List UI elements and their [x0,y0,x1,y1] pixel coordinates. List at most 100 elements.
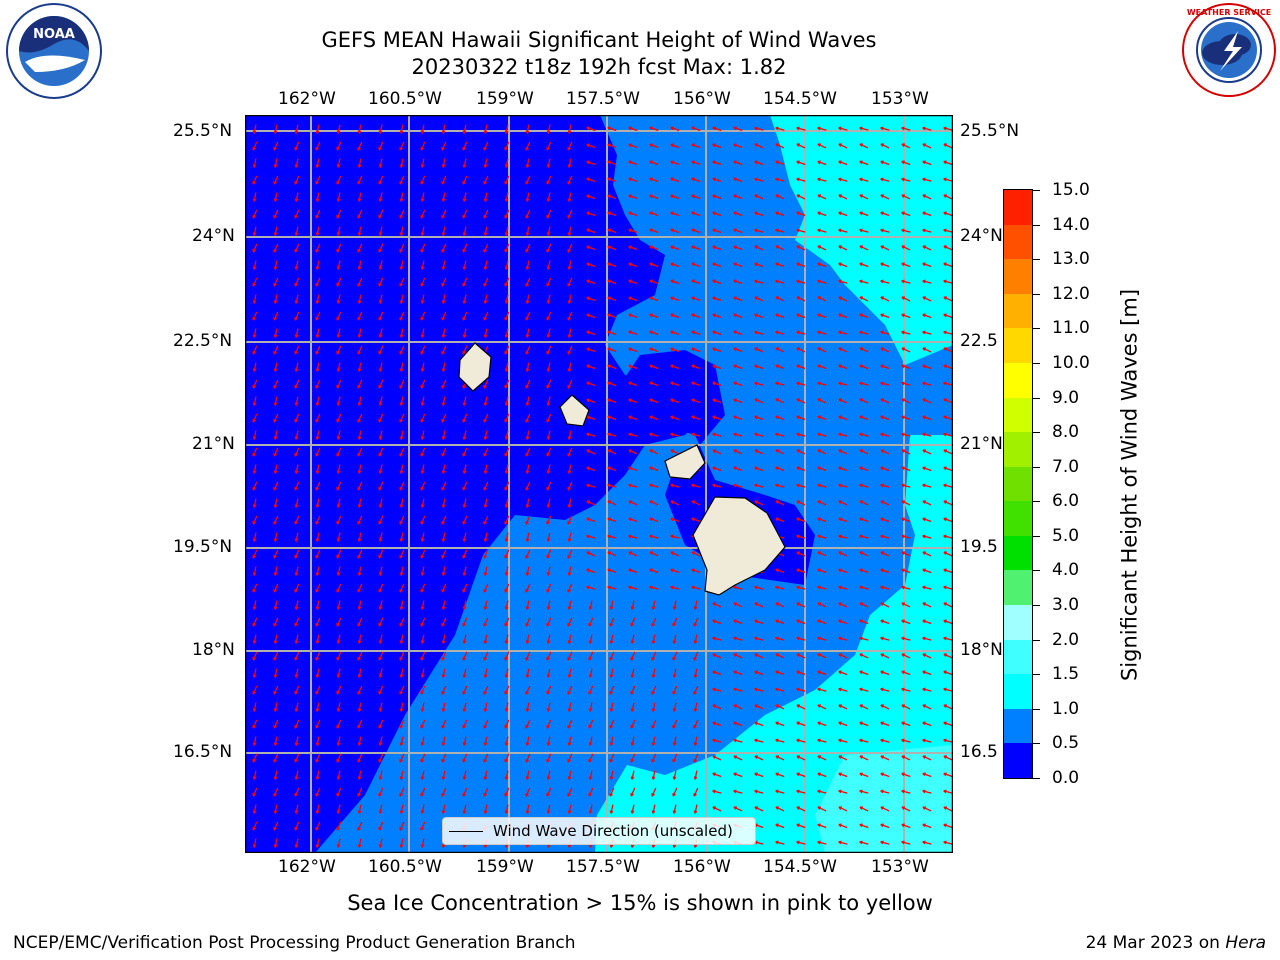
wave-direction-arrowhead [901,160,905,165]
wave-direction-arrow [796,484,806,488]
wave-direction-arrow [463,158,467,168]
wave-direction-arrow [294,447,300,457]
wave-direction-arrowhead [441,691,445,695]
wave-direction-arrowhead [691,517,695,522]
wave-direction-arrow [838,739,848,743]
wave-direction-arrow [463,124,467,134]
wave-direction-arrow [838,602,848,608]
wave-direction-arrow [463,226,467,236]
wave-direction-arrow [817,364,827,370]
wave-direction-arrow [504,515,510,525]
wave-direction-arrow [400,600,404,610]
wave-direction-arrowhead [922,415,926,420]
wave-direction-arrow [775,586,785,590]
wave-direction-arrow [568,668,572,678]
wave-direction-arrow [901,313,911,319]
wave-direction-arrowhead [357,504,362,508]
wave-direction-arrow [586,449,596,455]
wave-direction-arrowhead [504,691,508,695]
wave-direction-arrow [400,498,404,508]
wave-direction-arrow [754,178,764,182]
wave-direction-arrow [358,770,362,780]
wave-direction-arrowhead [420,742,425,746]
wave-direction-arrowhead [712,789,716,794]
wave-direction-arrow [607,296,617,302]
wave-direction-arrow [628,347,638,353]
wave-direction-arrow [336,345,342,355]
wave-direction-arrowhead [651,776,656,780]
wave-direction-arrow [586,347,596,353]
wave-direction-arrow [880,823,890,829]
wave-direction-arrowhead [775,279,779,284]
wave-direction-arrow [357,685,363,695]
wave-direction-arrowhead [378,708,383,712]
wave-direction-arrow [754,211,764,217]
wave-direction-arrow [607,398,617,404]
wave-direction-arrow [649,313,659,319]
wave-direction-arrowhead [586,381,590,386]
wave-direction-arrow [294,141,300,151]
wave-direction-arrow [483,243,489,253]
wave-direction-arrow [441,141,447,151]
wave-direction-arrowhead [817,330,821,335]
wave-direction-arrowhead [462,232,467,236]
wave-direction-arrow [922,398,932,404]
wave-direction-arrow [378,515,384,525]
wave-direction-arrowhead [880,704,884,708]
wave-direction-arrowhead [504,708,509,712]
wave-direction-arrowhead [525,436,530,440]
wave-direction-arrow [505,260,509,270]
wave-direction-arrow [273,481,279,491]
wave-direction-arrowhead [817,500,821,504]
wave-direction-arrowhead [901,500,905,504]
wave-direction-arrowhead [483,436,488,440]
wave-direction-arrowhead [441,419,445,423]
wave-direction-arrowhead [420,130,425,134]
wave-direction-arrow [315,311,321,321]
wave-direction-arrowhead [483,215,487,219]
wave-direction-arrowhead [483,657,487,661]
wave-direction-arrowhead [504,793,508,797]
wave-direction-arrow [691,194,701,200]
wave-direction-arrow [586,160,596,166]
wave-direction-arrowhead [399,436,404,440]
wave-direction-arrowhead [922,245,926,249]
wave-direction-arrowhead [567,470,572,474]
wave-direction-arrow [504,141,510,151]
wave-direction-arrowhead [901,585,905,590]
wave-direction-arrowhead [483,317,487,321]
wave-direction-arrow [733,160,743,166]
wave-direction-arrowhead [649,432,653,437]
wave-direction-arrow [651,617,657,627]
wave-direction-arrow [838,535,848,539]
wave-direction-arrowhead [567,691,571,695]
wave-direction-arrowhead [525,572,530,576]
wave-direction-arrowhead [588,776,593,780]
wave-direction-arrowhead [504,419,508,423]
wave-direction-arrowhead [567,657,571,661]
wave-direction-arrowhead [294,623,298,627]
wave-direction-arrow [505,634,509,644]
wave-direction-arrow [316,634,320,644]
wave-direction-arrowhead [588,810,593,814]
wave-direction-arrow [922,262,932,268]
wave-direction-arrowhead [649,143,653,148]
wave-direction-arrow [484,260,488,270]
wave-direction-arrowhead [754,721,758,726]
wave-direction-arrowhead [609,674,614,678]
wave-direction-arrowhead [504,368,509,372]
wave-direction-arrowhead [378,504,383,508]
wave-direction-arrowhead [630,725,634,729]
wave-direction-arrow [796,739,806,743]
wave-direction-arrowhead [628,449,632,453]
wave-direction-arrow [796,449,806,455]
wave-direction-arrow [399,311,405,321]
colorbar-tick [1033,501,1040,503]
wave-direction-arrow [399,141,405,151]
wave-direction-arrow [775,721,785,727]
wave-direction-arrow [817,790,827,794]
wave-direction-arrow [651,787,657,797]
wave-direction-arrowhead [252,436,257,440]
wave-direction-arrowhead [733,160,737,165]
wave-direction-arrowhead [609,708,614,712]
